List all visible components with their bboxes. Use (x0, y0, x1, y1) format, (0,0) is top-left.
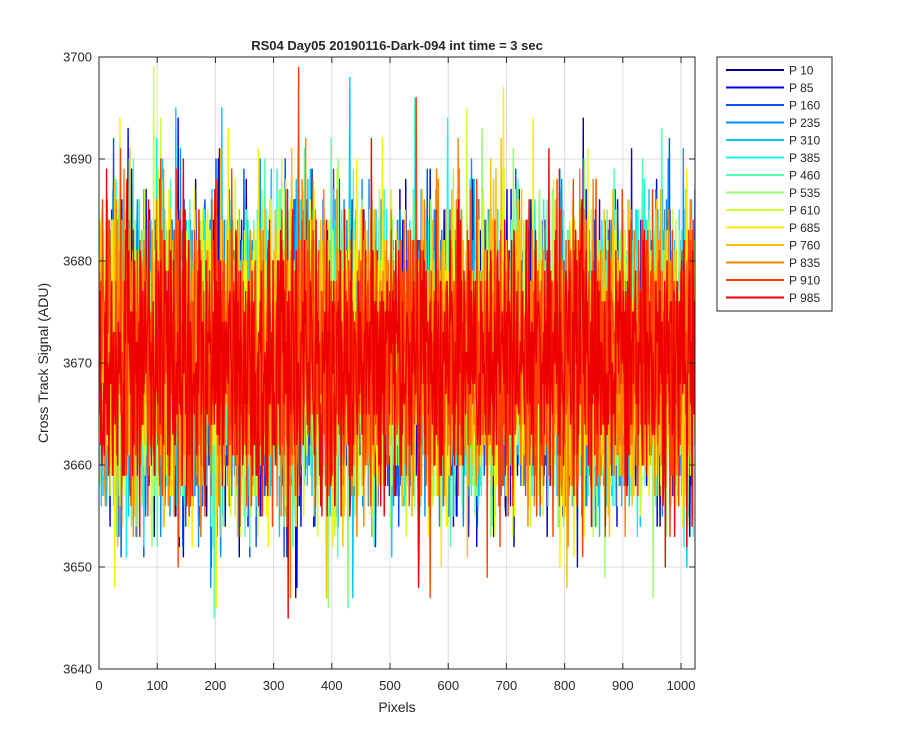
legend-item[interactable]: P 835 (726, 256, 820, 270)
legend-item[interactable]: P 160 (726, 99, 820, 113)
y-tick-label: 3640 (63, 662, 92, 677)
x-tick-label: 200 (205, 678, 227, 693)
legend-item[interactable]: P 610 (726, 204, 820, 218)
legend-label: P 835 (789, 256, 820, 270)
legend-box (716, 56, 833, 312)
legend[interactable]: P 10 P 85 P 160 P 235 P 310 P 385 P 460 P 535 P … (716, 56, 833, 312)
series-line-p985 (99, 137, 695, 619)
x-tick-label: 400 (321, 678, 343, 693)
legend-item[interactable]: P 685 (726, 221, 820, 235)
legend-label: P 10 (789, 64, 814, 78)
legend-label: P 610 (789, 204, 820, 218)
series-layer (99, 66, 695, 619)
x-axis: 0 100 200 300 400 500 600 700 800 900 1000 (95, 57, 695, 693)
legend-label: P 85 (789, 81, 814, 95)
y-tick-label: 3670 (63, 356, 92, 371)
legend-label: P 685 (789, 221, 820, 235)
x-tick-label: 100 (146, 678, 168, 693)
legend-item[interactable]: P 385 (726, 151, 820, 165)
legend-item[interactable]: P 460 (726, 169, 820, 183)
y-tick-label: 3700 (63, 50, 92, 65)
x-tick-label: 500 (379, 678, 401, 693)
legend-label: P 160 (789, 99, 820, 113)
legend-item[interactable]: P 760 (726, 239, 820, 253)
y-tick-label: 3650 (63, 560, 92, 575)
x-tick-label: 600 (437, 678, 459, 693)
y-axis: 3640 3650 3660 3670 3680 3690 3700 (63, 50, 695, 677)
legend-label: P 910 (789, 274, 820, 288)
legend-item[interactable]: P 910 (726, 274, 820, 288)
legend-label: P 460 (789, 169, 820, 183)
y-tick-label: 3680 (63, 254, 92, 269)
x-tick-label: 1000 (667, 678, 696, 693)
x-tick-label: 300 (263, 678, 285, 693)
y-tick-label: 3660 (63, 458, 92, 473)
legend-item[interactable]: P 535 (726, 186, 820, 200)
x-tick-label: 700 (496, 678, 518, 693)
legend-label: P 385 (789, 151, 820, 165)
legend-item[interactable]: P 235 (726, 116, 820, 130)
x-tick-label: 900 (612, 678, 634, 693)
y-tick-label: 3690 (63, 152, 92, 167)
x-axis-title: Pixels (378, 699, 415, 715)
legend-label: P 235 (789, 116, 820, 130)
y-axis-title: Cross Track Signal (ADU) (35, 283, 51, 443)
legend-item[interactable]: P 85 (726, 81, 814, 95)
x-tick-label: 0 (95, 678, 102, 693)
chart-title: RS04 Day05 20190116-Dark-094 int time = … (251, 38, 543, 53)
legend-item[interactable]: P 310 (726, 134, 820, 148)
legend-label: P 535 (789, 186, 820, 200)
x-tick-label: 800 (554, 678, 576, 693)
legend-item[interactable]: P 10 (726, 64, 814, 78)
legend-label: P 760 (789, 239, 820, 253)
legend-label: P 985 (789, 291, 820, 305)
legend-item[interactable]: P 985 (726, 291, 820, 305)
legend-label: P 310 (789, 134, 820, 148)
